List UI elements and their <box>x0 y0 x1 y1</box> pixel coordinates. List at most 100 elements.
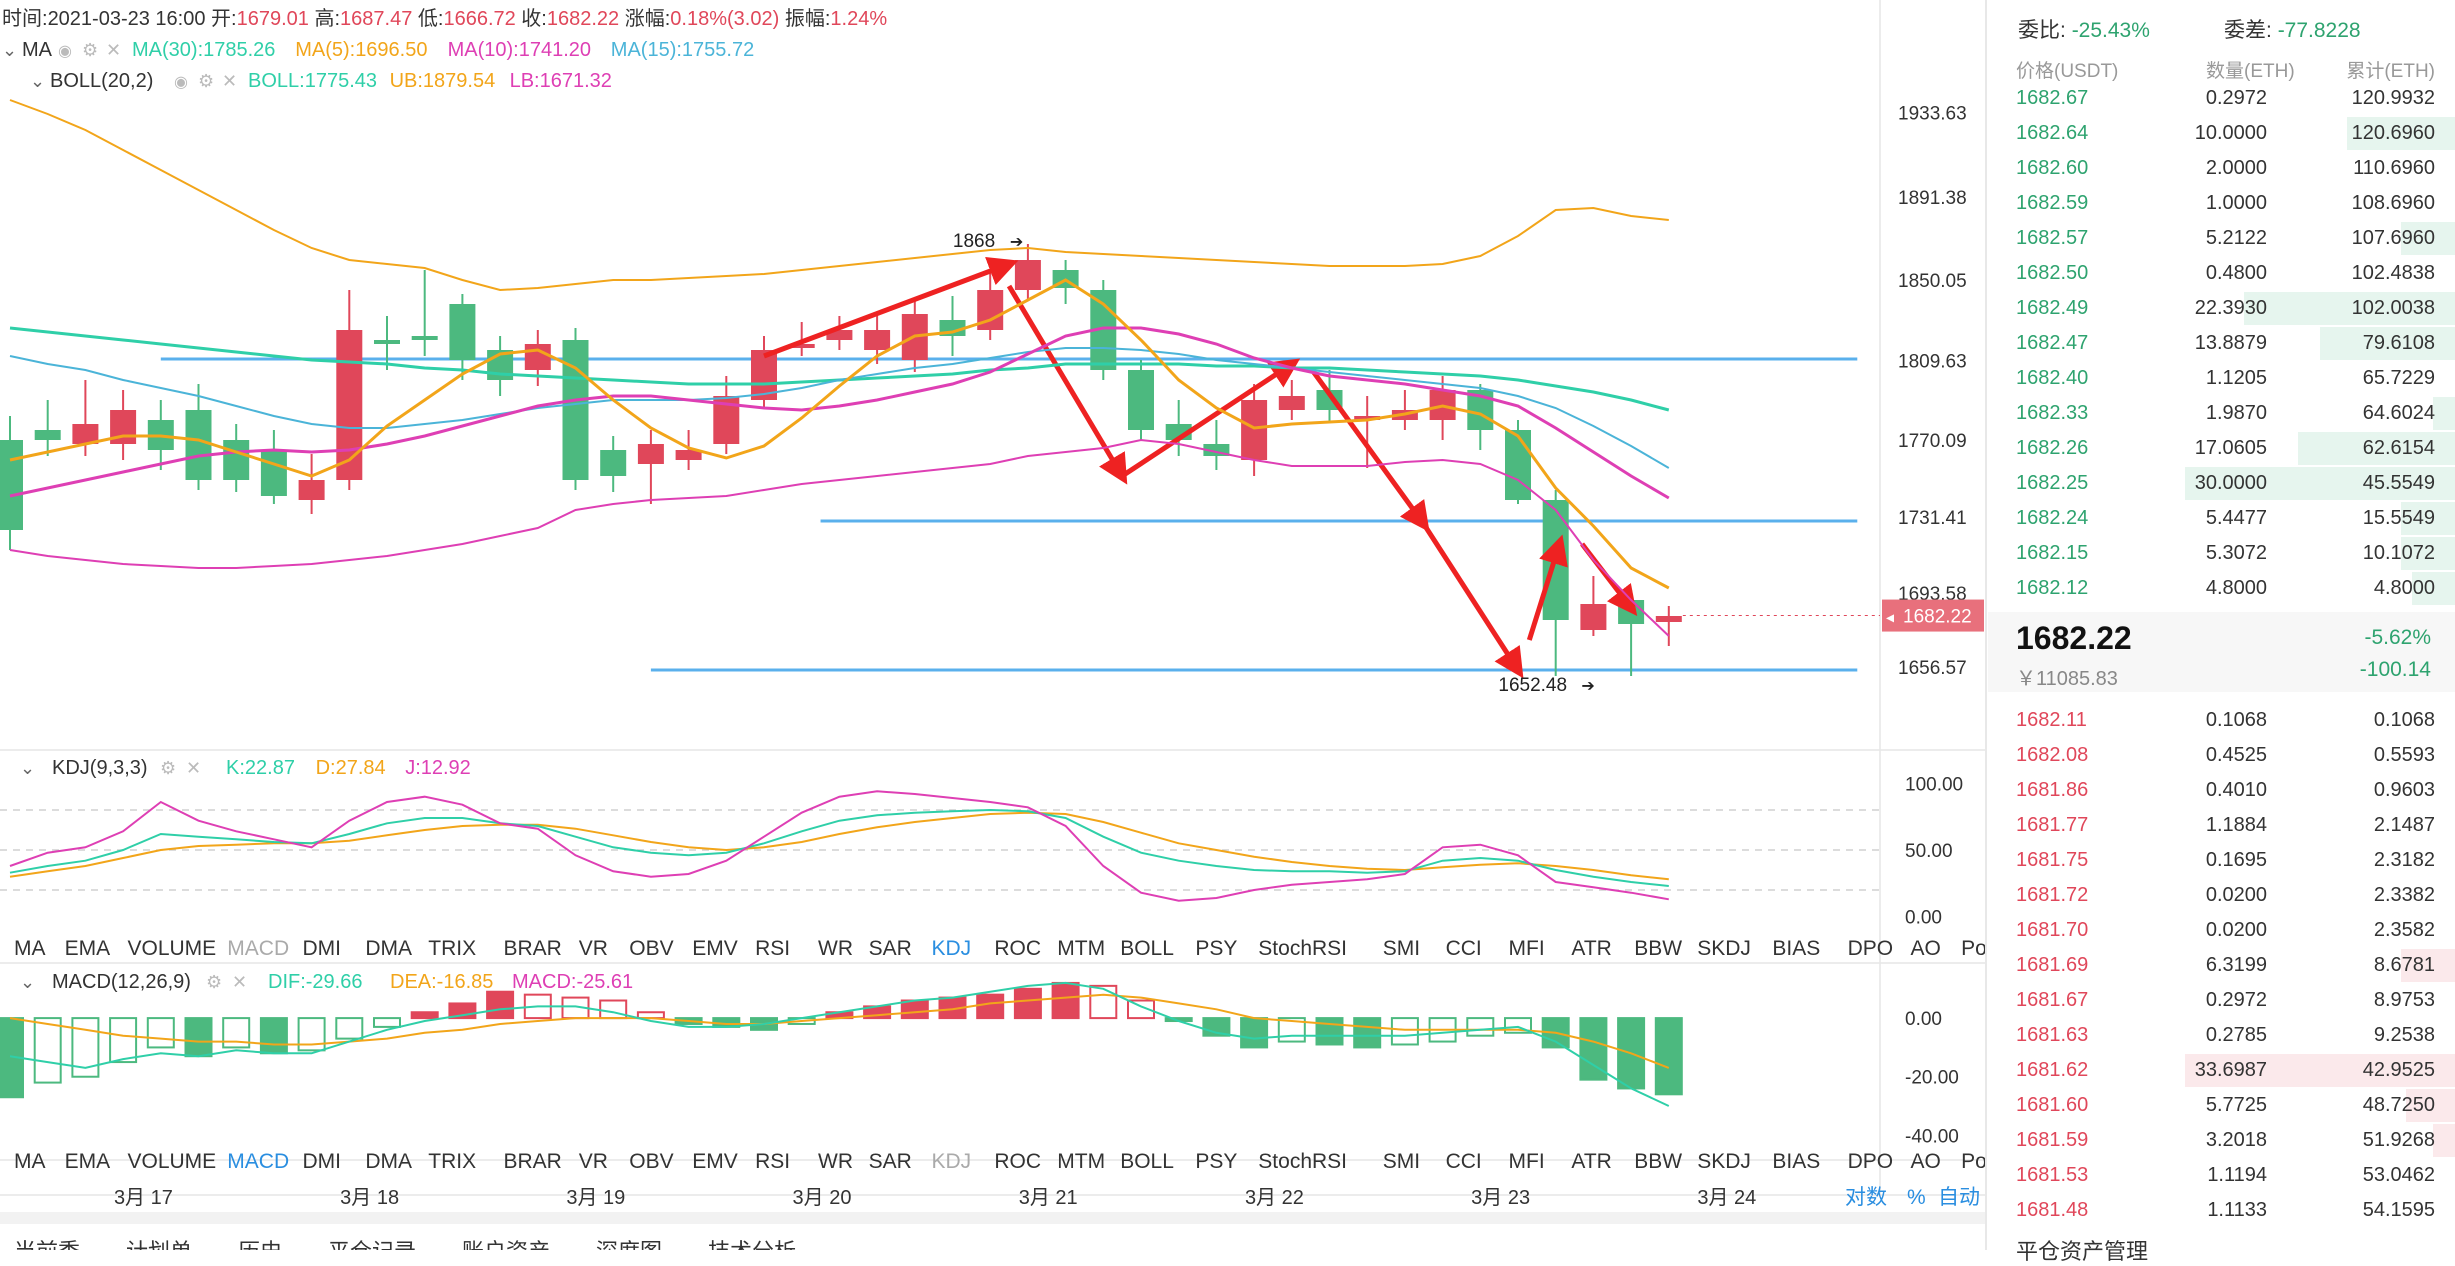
indicator-option-position[interactable]: Position <box>1961 937 1985 960</box>
indicator-option-ma[interactable]: MA <box>14 937 46 960</box>
ask-row[interactable]: 1682.26 17.0605 62.6154 <box>1988 431 2455 466</box>
percent-scale-toggle[interactable]: % <box>1907 1186 1926 1209</box>
macd-histogram-bar[interactable] <box>297 1017 326 1052</box>
indicator-option-bbw[interactable]: BBW <box>1634 1150 1682 1173</box>
candle-body[interactable] <box>637 444 664 464</box>
bottom-tab-2[interactable]: 历史 <box>238 1234 282 1250</box>
macd-histogram-bar[interactable] <box>1277 1017 1306 1043</box>
bottom-tab-0[interactable]: 当前委 <box>14 1234 80 1250</box>
macd-histogram-bar[interactable] <box>71 1017 100 1078</box>
indicator-option-bias[interactable]: BIAS <box>1772 1150 1820 1173</box>
macd-histogram-bar[interactable] <box>184 1017 213 1058</box>
macd-histogram-bar[interactable] <box>1013 987 1042 1020</box>
bid-row[interactable]: 1681.59 3.2018 51.9268 <box>1988 1123 2455 1158</box>
indicator-option-macd[interactable]: MACD <box>227 1150 289 1173</box>
bid-row[interactable]: 1681.86 0.4010 0.9603 <box>1988 773 2455 808</box>
macd-histogram-bar[interactable] <box>1315 1017 1344 1046</box>
bid-row[interactable]: 1682.11 0.1068 0.1068 <box>1988 703 2455 738</box>
candle-body[interactable] <box>449 304 476 360</box>
bid-row[interactable]: 1681.67 0.2972 8.9753 <box>1988 983 2455 1018</box>
trend-arrow[interactable] <box>1526 534 1568 641</box>
indicator-option-dpo[interactable]: DPO <box>1848 937 1894 960</box>
indicator-option-dma[interactable]: DMA <box>365 937 412 960</box>
indicator-option-atr[interactable]: ATR <box>1571 1150 1611 1173</box>
macd-histogram-bar[interactable] <box>1127 999 1155 1020</box>
indicator-option-atr[interactable]: ATR <box>1571 937 1611 960</box>
bottom-tab-5[interactable]: 深度图 <box>596 1234 662 1250</box>
macd-gear-icon[interactable]: ⚙ <box>206 972 222 992</box>
candle-body[interactable] <box>0 440 23 530</box>
indicator-option-smi[interactable]: SMI <box>1383 1150 1420 1173</box>
macd-histogram-bar[interactable] <box>146 1017 175 1049</box>
macd-histogram-bar[interactable] <box>976 993 1005 1020</box>
candle-body[interactable] <box>1505 430 1531 500</box>
indicator-option-obv[interactable]: OBV <box>629 1150 673 1173</box>
indicator-option-mfi[interactable]: MFI <box>1509 1150 1545 1173</box>
bid-row[interactable]: 1681.75 0.1695 2.3182 <box>1988 843 2455 878</box>
macd-histogram-bar[interactable] <box>335 1017 364 1040</box>
indicator-option-ema[interactable]: EMA <box>65 937 111 960</box>
ask-row[interactable]: 1682.50 0.4800 102.4838 <box>1988 256 2455 291</box>
indicator-option-psy[interactable]: PSY <box>1195 937 1237 960</box>
candle-body[interactable] <box>411 336 438 340</box>
macd-histogram-bar[interactable] <box>109 1017 138 1064</box>
bottom-tab-4[interactable]: 账户资产 <box>462 1234 550 1250</box>
macd-histogram-bar[interactable] <box>1051 981 1080 1020</box>
indicator-option-position[interactable]: Position <box>1961 1150 1985 1173</box>
indicator-option-kdj[interactable]: KDJ <box>932 1150 972 1173</box>
macd-histogram-bar[interactable] <box>33 1017 62 1084</box>
indicator-option-boll[interactable]: BOLL <box>1120 1150 1174 1173</box>
indicator-option-dmi[interactable]: DMI <box>303 1150 342 1173</box>
bid-row[interactable]: 1681.70 0.0200 2.3582 <box>1988 913 2455 948</box>
macd-histogram-bar[interactable] <box>1654 1017 1683 1096</box>
macd-histogram-bar[interactable] <box>900 999 929 1020</box>
indicator-option-skdj[interactable]: SKDJ <box>1697 1150 1751 1173</box>
indicator-option-volume[interactable]: VOLUME <box>128 937 217 960</box>
trend-arrow[interactable] <box>763 256 1019 359</box>
indicator-option-volume[interactable]: VOLUME <box>128 1150 217 1173</box>
ask-row[interactable]: 1682.12 4.8000 4.8000 <box>1988 571 2455 606</box>
indicator-option-dma[interactable]: DMA <box>365 1150 412 1173</box>
macd-histogram-bar[interactable] <box>1466 1017 1495 1037</box>
macd-histogram-bar[interactable] <box>1089 984 1118 1020</box>
indicator-option-mtm[interactable]: MTM <box>1057 1150 1105 1173</box>
indicator-option-mtm[interactable]: MTM <box>1057 937 1105 960</box>
indicator-option-macd[interactable]: MACD <box>227 937 289 960</box>
auto-scale-toggle[interactable]: 自动 <box>1938 1186 1980 1209</box>
macd-histogram-bar[interactable] <box>1390 1017 1419 1046</box>
ask-row[interactable]: 1682.24 5.4477 15.5549 <box>1988 501 2455 536</box>
ask-row[interactable]: 1682.15 5.3072 10.1072 <box>1988 536 2455 571</box>
candle-body[interactable] <box>675 450 702 460</box>
log-scale-toggle[interactable]: 对数 <box>1845 1186 1887 1209</box>
candle-body[interactable] <box>562 340 589 480</box>
bottom-tab-6[interactable]: 技术分析 <box>708 1234 796 1250</box>
indicator-option-vr[interactable]: VR <box>579 1150 608 1173</box>
bid-row[interactable]: 1681.60 5.7725 48.7250 <box>1988 1088 2455 1123</box>
close-icon[interactable]: ✕ <box>222 71 237 91</box>
macd-histogram-bar[interactable] <box>1353 1017 1382 1049</box>
indicator-option-boll[interactable]: BOLL <box>1120 937 1174 960</box>
candle-body[interactable] <box>374 340 400 344</box>
macd-histogram-bar[interactable] <box>486 990 515 1020</box>
indicator-option-psy[interactable]: PSY <box>1195 1150 1237 1173</box>
candle-body[interactable] <box>524 344 551 370</box>
kdj-gear-icon[interactable]: ⚙ <box>160 758 176 778</box>
indicator-option-dmi[interactable]: DMI <box>303 937 342 960</box>
indicator-option-ao[interactable]: AO <box>1911 937 1941 960</box>
bid-row[interactable]: 1681.69 6.3199 8.6781 <box>1988 948 2455 983</box>
candle-body[interactable] <box>260 450 287 496</box>
macd-histogram-bar[interactable] <box>373 1017 401 1028</box>
indicator-option-emv[interactable]: EMV <box>692 1150 738 1173</box>
candle-body[interactable] <box>223 440 250 480</box>
panel-divider[interactable] <box>1985 0 1987 1250</box>
bid-row[interactable]: 1681.72 0.0200 2.3382 <box>1988 878 2455 913</box>
trend-arrow[interactable] <box>1006 284 1128 485</box>
indicator-option-wr[interactable]: WR <box>818 1150 853 1173</box>
ask-row[interactable]: 1682.33 1.9870 64.6024 <box>1988 396 2455 431</box>
candle-body[interactable] <box>1655 616 1682 622</box>
indicator-option-trix[interactable]: TRIX <box>428 1150 476 1173</box>
ask-row[interactable]: 1682.59 1.0000 108.6960 <box>1988 186 2455 221</box>
trend-arrow[interactable] <box>1308 366 1430 533</box>
indicator-option-brar[interactable]: BRAR <box>504 1150 562 1173</box>
candle-body[interactable] <box>1618 600 1645 624</box>
